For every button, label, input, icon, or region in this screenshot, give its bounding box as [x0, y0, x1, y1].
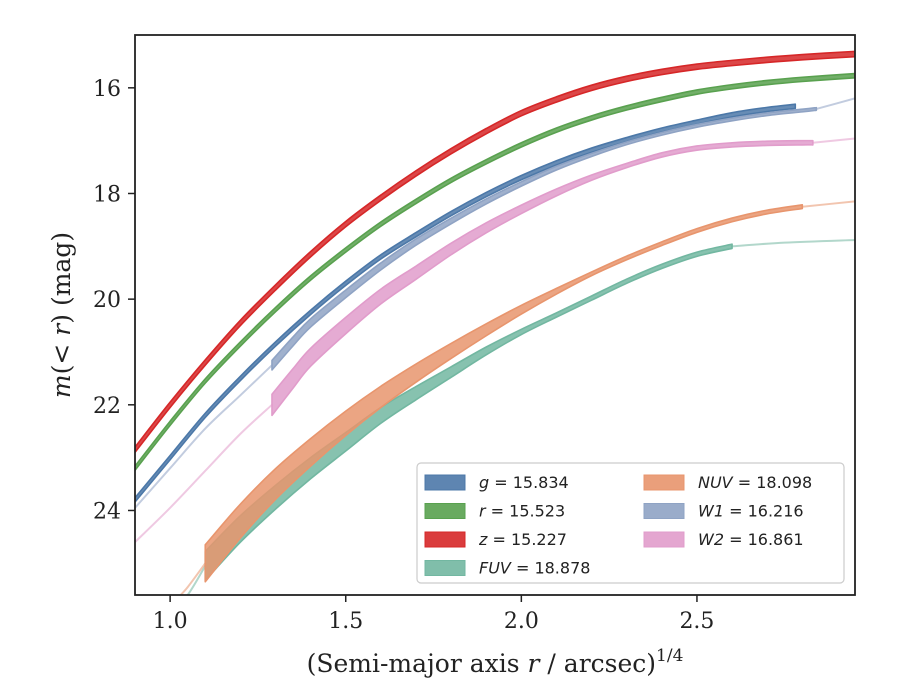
series-w2-band	[271, 139, 814, 417]
y-tick-label: 16	[93, 77, 121, 102]
plot-area	[135, 50, 855, 595]
series-g-band	[135, 103, 797, 503]
y-tick-label: 18	[93, 182, 121, 207]
y-tick-label: 24	[93, 499, 121, 524]
series-fuv-extension-inner	[186, 564, 207, 595]
axes: 1.0 1.5 2.0 2.5 16 18 20 22 24 (Semi-major axis r…	[47, 34, 856, 678]
x-tick-label: 2.0	[504, 609, 539, 634]
series-z-band	[135, 50, 855, 454]
legend-swatch-g	[424, 474, 466, 491]
legend-label-g: g = 15.834	[479, 473, 569, 492]
series-w1-band	[271, 106, 818, 371]
legend-label-w1: W1 = 16.216	[698, 502, 804, 521]
legend-frame	[416, 462, 845, 584]
legend-label-z: z = 15.227	[478, 530, 567, 549]
x-tick-label: 1.0	[153, 609, 188, 634]
legend-swatch-r	[424, 503, 466, 519]
x-axis-label: (Semi-major axis r / arcsec)1/4	[307, 646, 684, 678]
series-nuv-band	[204, 204, 804, 583]
legend-label-nuv: NUV = 18.098	[698, 473, 812, 492]
series-w2-extension-inner	[135, 403, 273, 544]
legend-swatch-w1	[643, 503, 685, 519]
legend: g = 15.834 NUV = 18.098 r = 15.523 W1 = 16.…	[416, 462, 845, 584]
series-w1-extension-inner	[135, 364, 273, 509]
legend-label-fuv: FUV = 18.878	[479, 559, 590, 578]
series-group	[135, 50, 855, 595]
x-tick-label: 1.5	[328, 609, 363, 634]
y-tick-label: 22	[93, 394, 121, 419]
series-w1-extension-outer	[815, 97, 855, 110]
y-axis-label: m(< r) (mag)	[47, 232, 76, 398]
legend-swatch-w2	[643, 531, 685, 548]
series-fuv-extension-outer	[731, 238, 855, 248]
legend-label-w2: W2 = 16.861	[698, 530, 804, 549]
plot-frame	[134, 34, 856, 596]
series-r-band	[135, 72, 855, 472]
legend-swatch-nuv	[643, 474, 685, 491]
x-tick-label: 2.5	[679, 609, 714, 634]
legend-label-r: r = 15.523	[479, 502, 565, 521]
series-nuv-extension-inner	[179, 562, 207, 595]
series-nuv-extension-outer	[801, 200, 855, 208]
legend-swatch-z	[424, 531, 466, 548]
series-w2-extension-outer	[811, 137, 855, 144]
legend-swatch-fuv	[424, 560, 466, 576]
y-tick-label: 20	[93, 288, 121, 313]
